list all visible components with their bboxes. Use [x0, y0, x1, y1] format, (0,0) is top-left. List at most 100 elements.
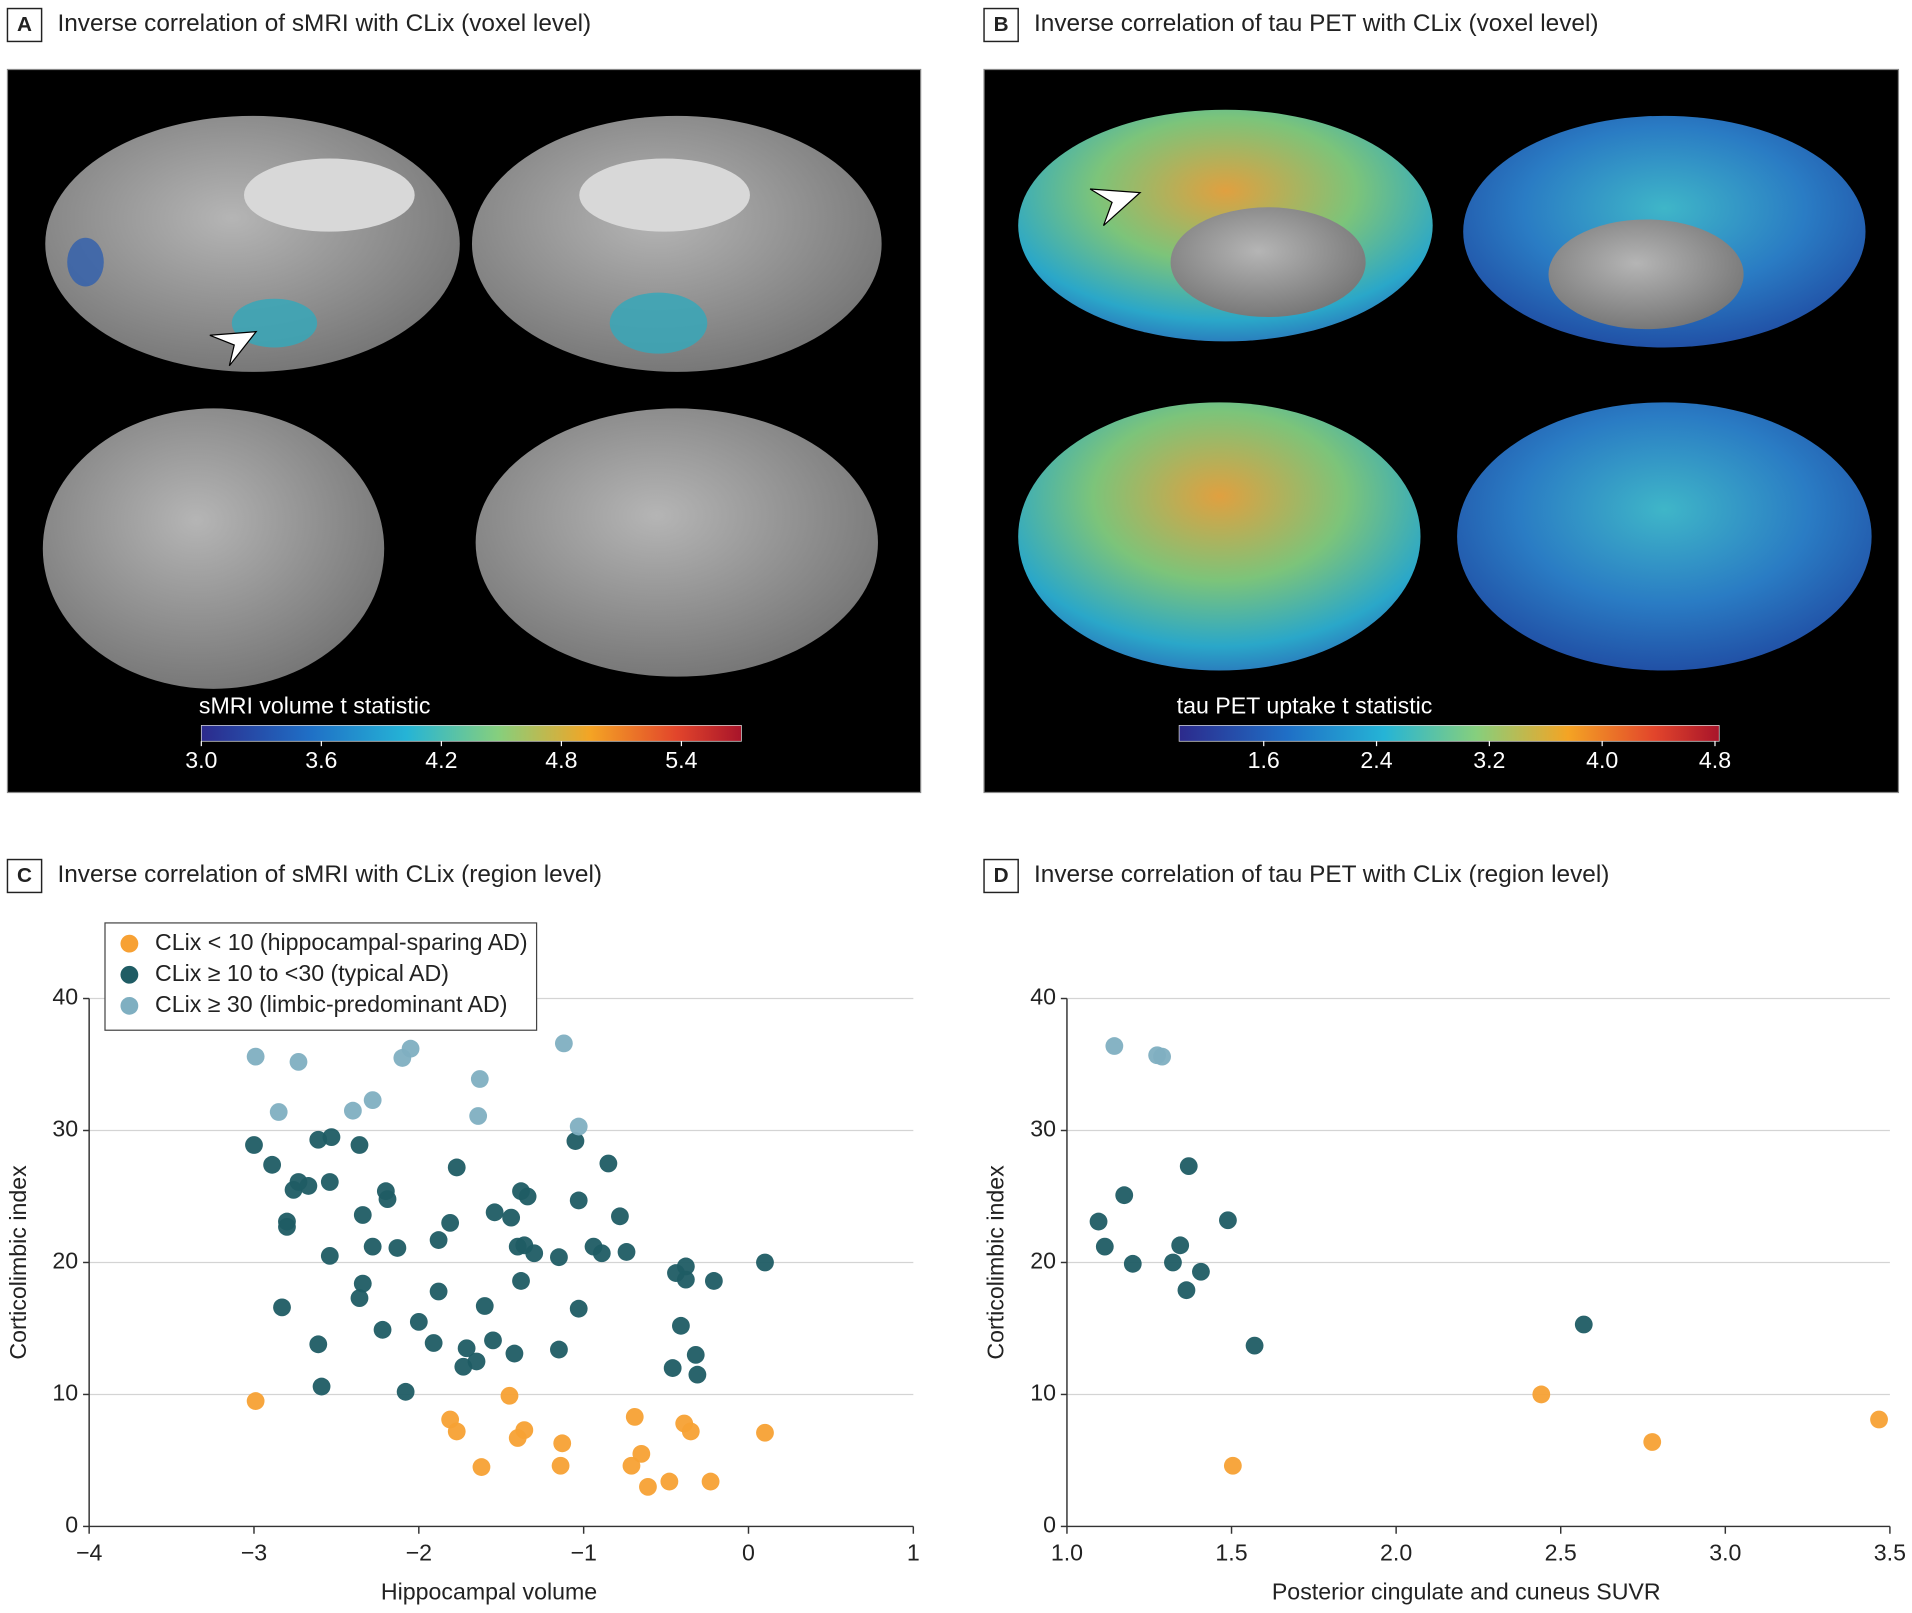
point: [515, 1421, 534, 1439]
legend-swatch: [120, 996, 139, 1015]
point: [472, 1458, 491, 1476]
panel-letter: A: [17, 13, 32, 36]
y-tick-label: 10: [1030, 1380, 1056, 1406]
y-tick-label: 20: [52, 1248, 78, 1274]
point: [289, 1052, 308, 1071]
point: [672, 1316, 690, 1335]
point: [518, 1187, 537, 1206]
panel-title: Inverse correlation of sMRI with CLix (r…: [57, 861, 602, 888]
panel-letter-box: [6, 7, 43, 43]
point: [1245, 1336, 1264, 1355]
colorbar-label: sMRI volume t statistic: [199, 692, 431, 718]
point: [388, 1239, 407, 1257]
point: [273, 1298, 291, 1317]
point: [350, 1289, 369, 1308]
y-tick-label: 20: [1030, 1248, 1056, 1274]
point: [611, 1207, 629, 1226]
point: [1115, 1186, 1134, 1205]
brain: [1018, 402, 1421, 671]
point: [1179, 1157, 1198, 1176]
point: [1164, 1253, 1182, 1272]
point: [484, 1331, 502, 1350]
point: [373, 1320, 392, 1339]
point: [525, 1244, 544, 1263]
point: [309, 1130, 328, 1149]
point: [592, 1244, 611, 1263]
brain: [42, 408, 385, 689]
point: [502, 1208, 521, 1227]
point: [554, 1034, 573, 1053]
point: [246, 1047, 265, 1066]
point: [485, 1203, 504, 1222]
point: [512, 1272, 530, 1290]
colorbar-label: tau PET uptake t statistic: [1177, 692, 1433, 718]
x-axis-label: Hippocampal volume: [381, 1579, 597, 1605]
point: [704, 1272, 723, 1290]
x-tick-label: 2.5: [1545, 1540, 1577, 1566]
y-tick-label: 10: [52, 1380, 78, 1406]
x-tick-label: −3: [241, 1540, 267, 1566]
y-tick-label: 40: [52, 984, 78, 1010]
point: [363, 1091, 382, 1110]
x-tick-label: 2.0: [1380, 1540, 1412, 1566]
point: [622, 1456, 641, 1475]
brain: [475, 408, 878, 677]
colorbar: [200, 725, 742, 742]
y-axis-label: Corticolimbic index: [5, 1165, 31, 1360]
colorbar-tick-label: 3.2: [1473, 747, 1505, 773]
point: [553, 1434, 572, 1453]
point: [353, 1206, 372, 1224]
legend-box: [104, 922, 538, 1031]
brain: [1457, 402, 1872, 671]
point: [378, 1190, 397, 1209]
point: [245, 1136, 263, 1154]
point: [1643, 1433, 1662, 1451]
point: [1171, 1236, 1190, 1255]
panel-letter-box: [6, 858, 43, 894]
point: [424, 1334, 443, 1352]
point: [1153, 1047, 1171, 1066]
highlight: [67, 237, 104, 287]
point: [1223, 1456, 1242, 1475]
colorbar-tick-label: 1.6: [1248, 747, 1280, 773]
point: [550, 1340, 568, 1359]
corpus-callosum: [243, 158, 415, 232]
point: [569, 1117, 588, 1136]
point: [1219, 1211, 1237, 1230]
point: [1574, 1315, 1593, 1334]
point: [566, 1132, 585, 1150]
brain-medial: [1170, 207, 1366, 317]
legend-label: CLix ≥ 30 (limbic-predominant AD): [155, 991, 507, 1017]
point: [625, 1407, 644, 1426]
point: [263, 1155, 282, 1174]
point: [1192, 1262, 1210, 1281]
point: [467, 1352, 486, 1371]
panel-title: Inverse correlation of tau PET with CLix…: [1034, 861, 1609, 888]
brain-medial: [1548, 219, 1744, 330]
highlight: [609, 292, 708, 354]
arrowhead: [1089, 188, 1142, 227]
point: [353, 1274, 372, 1293]
point: [475, 1297, 494, 1315]
point: [269, 1103, 288, 1121]
point: [396, 1382, 415, 1401]
point: [320, 1173, 339, 1191]
y-tick-label: 40: [1030, 984, 1056, 1010]
point: [320, 1246, 339, 1265]
point: [284, 1180, 303, 1199]
point: [447, 1422, 466, 1441]
colorbar-tick-label: 3.6: [305, 747, 337, 773]
point: [569, 1299, 588, 1318]
colorbar-tick-label: 4.8: [545, 747, 577, 773]
point: [701, 1472, 720, 1491]
point: [1532, 1385, 1551, 1404]
point: [688, 1365, 707, 1384]
colorbar: [1178, 725, 1720, 742]
brain: [471, 115, 882, 372]
legend-swatch: [120, 965, 139, 984]
y-tick-label: 0: [1043, 1512, 1056, 1538]
x-tick-label: −1: [570, 1540, 596, 1566]
point: [617, 1243, 636, 1261]
colorbar-tick-label: 2.4: [1360, 747, 1392, 773]
